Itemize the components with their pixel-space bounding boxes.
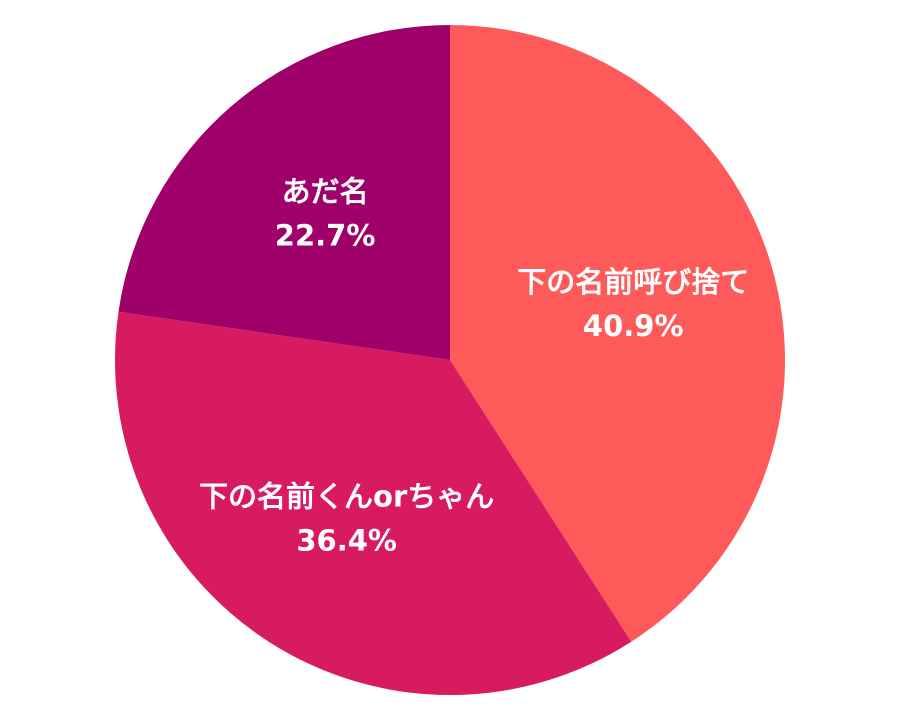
- value-label: 36.4%: [296, 524, 397, 558]
- value-label: 40.9%: [583, 309, 684, 343]
- slice-label: あだ名: [282, 175, 369, 209]
- pie-slice: [118, 25, 450, 360]
- slice-label: 下の名前呼び捨て: [517, 265, 749, 299]
- pie-slice: [114, 311, 632, 696]
- pie-slice: [450, 25, 785, 642]
- value-label: 22.7%: [275, 219, 376, 253]
- slice-label: 下の名前くんorちゃん: [199, 480, 494, 514]
